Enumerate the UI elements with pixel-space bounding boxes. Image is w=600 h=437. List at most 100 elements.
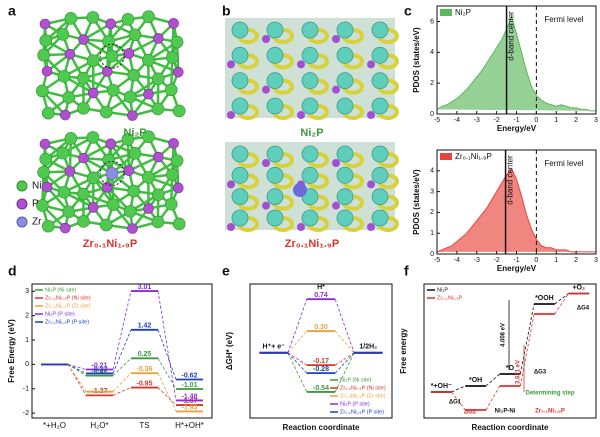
atom [297, 223, 305, 231]
value-label: -1.48 [182, 393, 198, 400]
x-tick-label: -2 [494, 257, 500, 264]
annotation: Fermi level [544, 159, 583, 168]
annotation: ΔG3 [534, 370, 547, 376]
annotation: d-band center [507, 11, 516, 61]
atom [123, 48, 135, 59]
annotation: Ni₂P-Ni [495, 409, 516, 415]
atom [262, 201, 270, 210]
atom [39, 138, 51, 150]
structure-name: Ni₂P [123, 127, 146, 139]
annotation: ΔG4 [577, 306, 590, 312]
atom [262, 85, 270, 94]
connector [451, 385, 466, 393]
density-lobe [231, 97, 249, 115]
atom [297, 111, 305, 119]
density-lobe [231, 21, 249, 39]
atom [56, 28, 70, 41]
atom [87, 202, 99, 213]
x-tick-label: 2 [574, 257, 578, 264]
atom [170, 154, 184, 167]
atom [56, 146, 70, 160]
atom [105, 49, 119, 63]
atom [166, 51, 179, 64]
x-tick-label: H*+OH* [175, 421, 204, 430]
value-label: -1.01 [182, 382, 198, 389]
density-lobe [336, 72, 354, 90]
value-label: -0.54 [313, 385, 329, 392]
density-lobe [371, 21, 389, 39]
atom [39, 152, 53, 166]
density-lobe [336, 145, 354, 163]
y-tick-label: 1 [25, 337, 29, 344]
legend-swatch [440, 9, 452, 16]
legend-label: Zr₀.₁Ni₁.₉P [437, 295, 463, 301]
value-label: -0.28 [313, 366, 329, 373]
atom [102, 35, 115, 48]
density-lobe [336, 21, 354, 39]
x-tick-label: -5 [434, 257, 440, 264]
annotation: d-band center [506, 155, 515, 205]
density-lobe [266, 21, 284, 39]
value-label: 0.25 [138, 351, 152, 358]
atom [127, 223, 138, 234]
density-lobe [266, 145, 284, 163]
density-lobe [301, 209, 319, 227]
y-axis-label: ΔGH* (eV) [225, 332, 234, 371]
atom [59, 222, 71, 234]
atom [77, 187, 90, 201]
bond [128, 155, 159, 172]
atom [164, 83, 178, 97]
atom [77, 71, 90, 85]
plot-frame [423, 283, 597, 419]
density-lobe [231, 46, 249, 64]
atom [227, 60, 235, 69]
atom [142, 10, 155, 23]
atom [127, 184, 141, 198]
legend-label: Zr₀.₁Ni₁.₉P (Zr site) [340, 393, 386, 399]
legend-label: Zr₀.₁Ni₁.₉P (P site) [340, 409, 384, 415]
y-tick-label: 1 [430, 230, 434, 237]
density-lobe [336, 46, 354, 64]
annotation: 3.621 eV [516, 360, 522, 384]
y-tick-label: 2 [25, 313, 29, 320]
density-lobe [371, 46, 389, 64]
atom [151, 215, 165, 229]
y-axis-label: PDOS (states/eV) [412, 169, 421, 235]
atom [143, 203, 154, 214]
structure-images [36, 10, 399, 234]
atom [86, 171, 100, 185]
density-lobe [371, 97, 389, 115]
x-tick-label: -4 [454, 257, 460, 264]
atom [64, 48, 76, 60]
atom [297, 60, 305, 69]
atom [86, 131, 100, 144]
legend-label: P [32, 199, 39, 210]
legend-label: Ni₂P (P site) [340, 401, 370, 407]
atom [37, 48, 50, 62]
atom [78, 34, 89, 45]
atom [293, 183, 307, 197]
y-axis-label: Free energy [399, 328, 408, 374]
value-label: 1.42 [138, 323, 152, 330]
atom [170, 35, 184, 49]
category-label: 1/2H₂ [359, 344, 377, 351]
value-label: -0.37 [92, 366, 108, 373]
atom [262, 35, 270, 43]
x-tick-label: -4 [454, 117, 460, 124]
highlight [99, 43, 125, 69]
connector [157, 373, 177, 412]
y-tick-label: 3 [25, 288, 29, 295]
connector [519, 303, 535, 375]
density-lobe [231, 72, 249, 90]
x-tick-label: TS [139, 421, 149, 430]
atom [62, 91, 76, 104]
pdos-area [436, 167, 596, 253]
atom [164, 197, 178, 211]
density-lobe [336, 166, 354, 184]
atom [332, 85, 340, 94]
connector [485, 373, 500, 387]
connector [334, 352, 355, 393]
atom [41, 219, 55, 233]
x-tick-label: 1 [554, 257, 558, 264]
connector [67, 364, 87, 370]
